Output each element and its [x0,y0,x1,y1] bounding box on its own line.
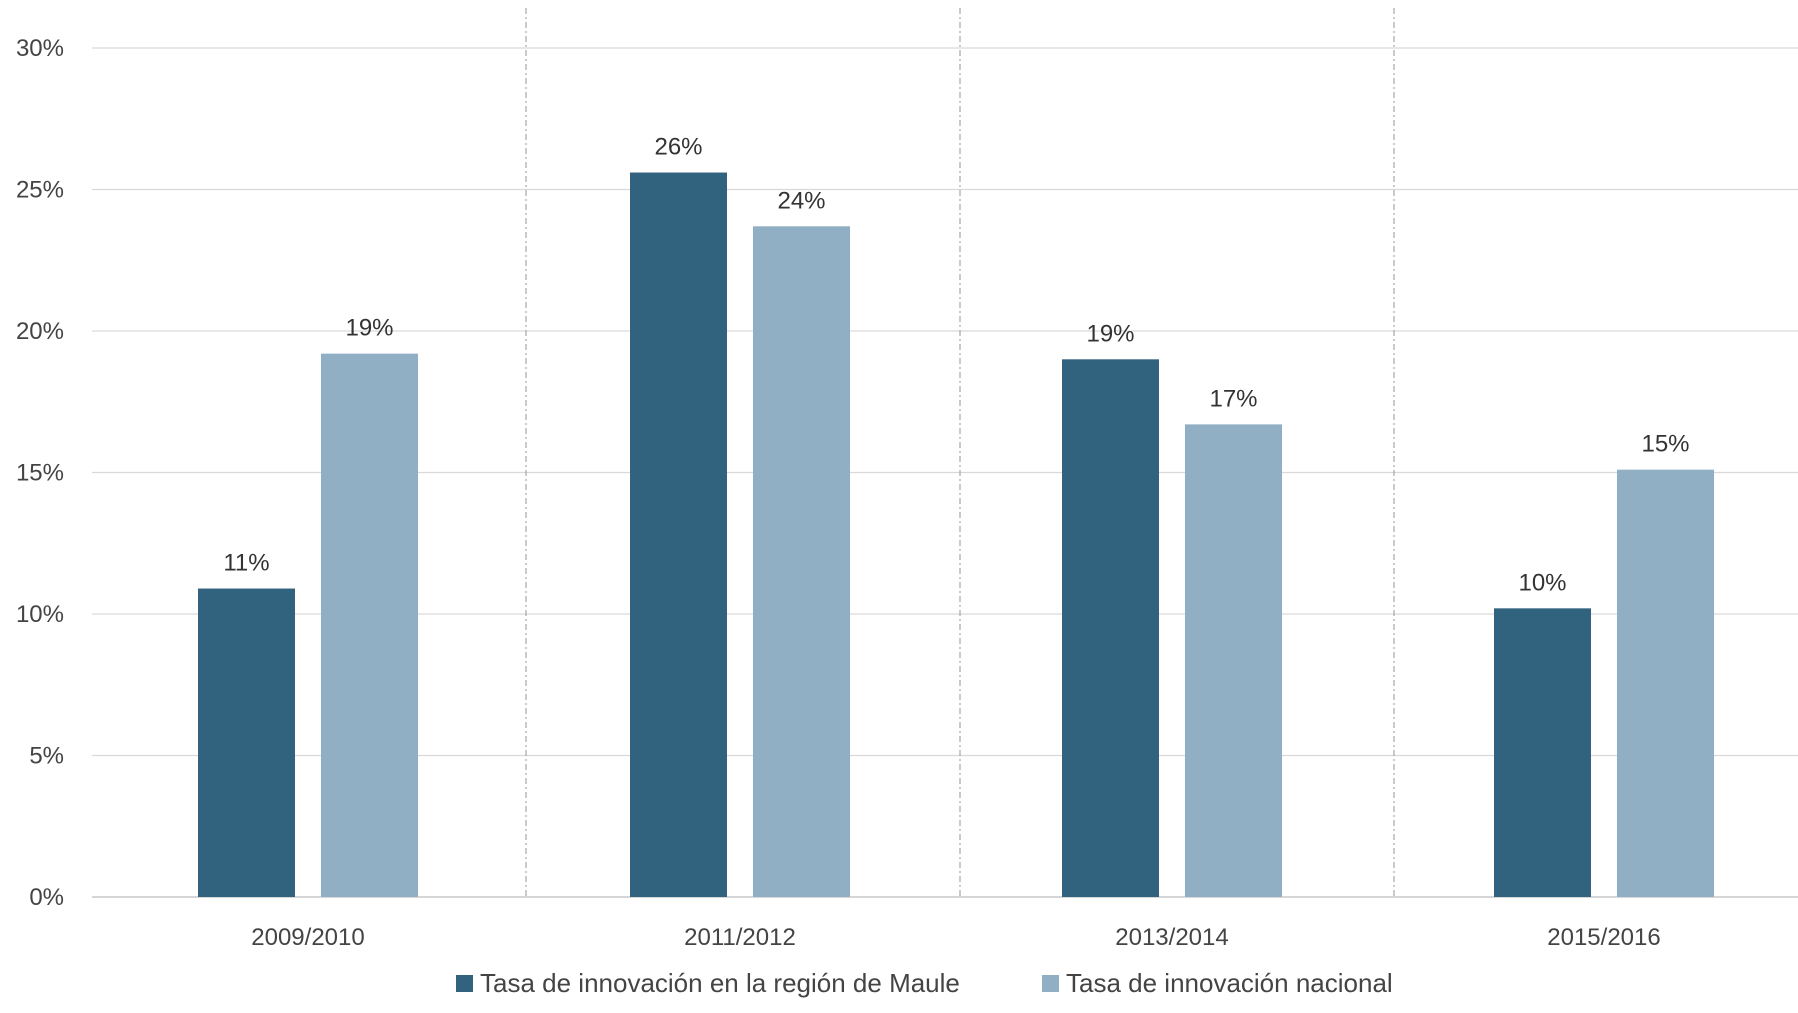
data-label: 11% [223,550,269,577]
bar [1185,424,1282,897]
bar [1062,359,1159,897]
bar [198,588,295,897]
x-category-label: 2013/2014 [1115,924,1228,951]
y-tick-label: 25% [16,177,64,204]
y-tick-label: 20% [16,318,64,345]
bars [198,172,1714,898]
data-label: 10% [1518,569,1566,596]
y-tick-label: 5% [29,743,64,770]
legend-swatch [1042,975,1059,992]
legend: Tasa de innovación en la región de Maule… [456,968,1393,998]
bar [1617,469,1714,897]
bar [321,353,418,897]
legend-swatch [456,975,473,992]
category-separators [525,8,1395,897]
data-labels: 11% 19% 26% 24% 19% 17% 10% 15% [223,134,1689,597]
data-label: 26% [654,134,702,161]
y-tick-label: 30% [16,35,64,62]
x-category-label: 2011/2012 [684,924,796,951]
legend-label: Tasa de innovación nacional [1066,968,1393,998]
y-tick-label: 15% [16,460,64,487]
data-label: 15% [1641,431,1689,458]
y-tick-label: 0% [29,884,64,911]
bar [630,172,727,897]
data-label: 19% [1086,320,1134,347]
x-category-label: 2009/2010 [251,924,364,951]
data-label: 17% [1209,385,1257,412]
y-tick-label: 10% [16,601,64,628]
data-label: 19% [345,315,393,342]
y-axis-ticks: 0% 5% 10% 15% 20% 25% 30% [16,35,64,911]
legend-label: Tasa de innovación en la región de Maule [480,968,960,998]
x-category-label: 2015/2016 [1547,924,1660,951]
bar [1494,608,1591,897]
bar [753,226,850,898]
data-label: 24% [777,187,825,214]
